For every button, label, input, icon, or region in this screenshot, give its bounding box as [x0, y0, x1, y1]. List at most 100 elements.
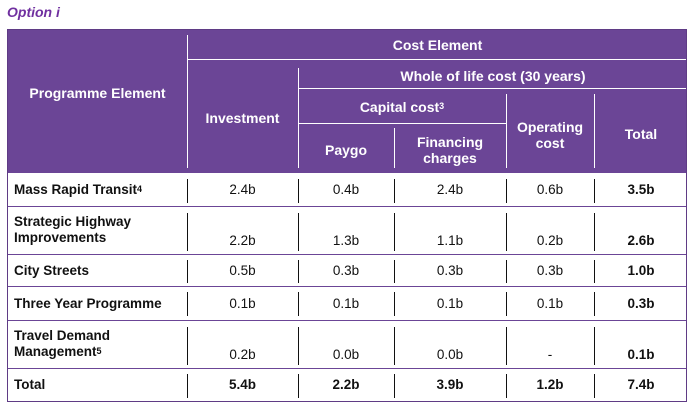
cell-divider — [298, 213, 299, 251]
cell-total: 2.6b — [627, 233, 655, 248]
cell-divider — [187, 260, 188, 283]
cell-divider — [394, 179, 395, 203]
cell-divider — [594, 260, 595, 283]
cell-divider — [298, 179, 299, 203]
row-label: Mass Rapid Transit4 — [14, 182, 143, 197]
row-label: Total — [14, 377, 46, 392]
cell-divider — [187, 374, 188, 398]
cell-paygo: 0.1b — [332, 296, 360, 311]
cell-investment: 0.5b — [229, 263, 256, 278]
cell-paygo: 1.3b — [332, 233, 360, 248]
header-cost-element: Cost Element — [392, 37, 483, 53]
cell-divider — [594, 292, 595, 316]
table-header: Programme Element Cost Element Whole of … — [8, 30, 686, 173]
cell-operating: - — [547, 347, 553, 362]
cell-investment: 0.1b — [229, 296, 256, 311]
table-row: Three Year Programme 0.1b 0.1b 0.1b 0.1b… — [8, 287, 686, 321]
cell-divider — [394, 374, 395, 398]
cell-divider — [506, 179, 507, 203]
table-row: Travel Demand Management5 0.2b 0.0b 0.0b … — [8, 321, 686, 369]
cell-divider — [506, 374, 507, 398]
row-rule — [8, 254, 686, 255]
row-rule — [8, 286, 686, 287]
table-caption: Option i — [7, 4, 60, 20]
cell-divider — [298, 292, 299, 316]
cell-operating: 0.2b — [536, 233, 564, 248]
cell-divider — [594, 374, 595, 398]
cell-divider — [298, 374, 299, 398]
header-operating-cost: Operating cost — [516, 119, 584, 151]
cell-divider — [506, 213, 507, 251]
header-divider — [594, 94, 595, 168]
footnote-marker: 5 — [96, 346, 102, 356]
cell-divider — [394, 327, 395, 365]
cell-financing: 3.9b — [436, 377, 464, 392]
cell-divider — [187, 179, 188, 203]
row-rule — [8, 320, 686, 321]
cell-operating: 0.3b — [536, 263, 564, 278]
cell-divider — [394, 292, 395, 316]
cell-divider — [594, 179, 595, 203]
header-rule — [187, 59, 686, 60]
table-row-total: Total 5.4b 2.2b 3.9b 1.2b 7.4b — [8, 369, 686, 401]
table-row: City Streets 0.5b 0.3b 0.3b 0.3b 1.0b — [8, 255, 686, 287]
row-label: City Streets — [14, 263, 90, 278]
cell-financing: 0.1b — [436, 296, 464, 311]
cell-divider — [594, 213, 595, 251]
cell-divider — [506, 327, 507, 365]
row-label: Travel Demand Management5 — [14, 328, 111, 359]
footnote-marker: 3 — [439, 101, 445, 111]
row-label: Strategic Highway Improvements — [14, 214, 132, 245]
cell-investment: 0.2b — [229, 347, 256, 362]
cost-table: Programme Element Cost Element Whole of … — [7, 29, 687, 402]
cell-paygo: 0.4b — [332, 182, 360, 197]
header-rule — [298, 88, 686, 89]
cell-investment: 2.4b — [229, 182, 256, 197]
header-divider — [506, 94, 507, 168]
cell-total: 7.4b — [627, 377, 655, 392]
cell-financing: 1.1b — [436, 233, 464, 248]
header-programme-element: Programme Element — [29, 85, 166, 101]
cell-divider — [394, 260, 395, 283]
header-divider — [187, 35, 188, 168]
cell-total: 3.5b — [627, 182, 655, 197]
header-rule — [298, 123, 506, 124]
header-paygo: Paygo — [324, 142, 367, 158]
header-total: Total — [624, 126, 658, 142]
cell-operating: 1.2b — [536, 377, 564, 392]
cell-divider — [187, 327, 188, 365]
cell-divider — [394, 213, 395, 251]
table-row: Strategic Highway Improvements 2.2b 1.3b … — [8, 207, 686, 255]
cell-total: 0.1b — [627, 347, 655, 362]
cell-investment: 2.2b — [229, 233, 256, 248]
cell-investment: 5.4b — [228, 377, 256, 392]
header-investment: Investment — [205, 110, 280, 126]
cell-operating: 0.1b — [536, 296, 564, 311]
header-whole-of-life: Whole of life cost (30 years) — [400, 68, 586, 84]
header-divider — [394, 128, 395, 168]
cell-financing: 2.4b — [436, 182, 464, 197]
row-rule — [8, 206, 686, 207]
cell-divider — [187, 292, 188, 316]
cell-divider — [298, 260, 299, 283]
cell-divider — [506, 260, 507, 283]
header-divider — [298, 68, 299, 168]
footnote-marker: 4 — [137, 184, 143, 194]
cell-paygo: 2.2b — [332, 377, 360, 392]
cell-financing: 0.3b — [436, 263, 464, 278]
header-capital-cost: Capital cost3 — [359, 99, 445, 115]
row-rule — [8, 368, 686, 369]
row-label: Three Year Programme — [14, 296, 162, 311]
cell-divider — [506, 292, 507, 316]
table-row: Mass Rapid Transit4 2.4b 0.4b 2.4b 0.6b … — [8, 173, 686, 207]
cell-financing: 0.0b — [436, 347, 464, 362]
cell-divider — [594, 327, 595, 365]
cell-operating: 0.6b — [536, 182, 564, 197]
cell-paygo: 0.0b — [332, 347, 360, 362]
cell-divider — [298, 327, 299, 365]
cell-total: 0.3b — [627, 296, 655, 311]
cell-total: 1.0b — [627, 263, 655, 278]
header-financing-charges: Financing charges — [416, 134, 484, 166]
cell-divider — [187, 213, 188, 251]
cell-paygo: 0.3b — [332, 263, 360, 278]
